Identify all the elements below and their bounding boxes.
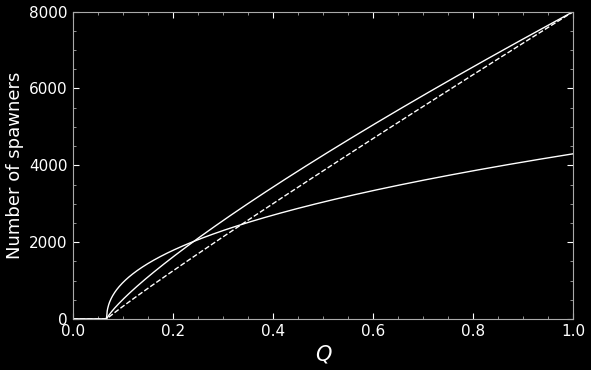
X-axis label: Q: Q — [315, 344, 331, 364]
Y-axis label: Number of spawners: Number of spawners — [5, 72, 24, 259]
